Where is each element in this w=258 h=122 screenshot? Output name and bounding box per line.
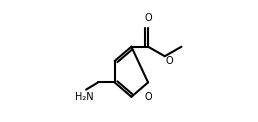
Text: O: O [144,13,152,23]
Text: O: O [166,56,174,66]
Text: O: O [144,92,152,102]
Text: H₂N: H₂N [75,92,94,102]
